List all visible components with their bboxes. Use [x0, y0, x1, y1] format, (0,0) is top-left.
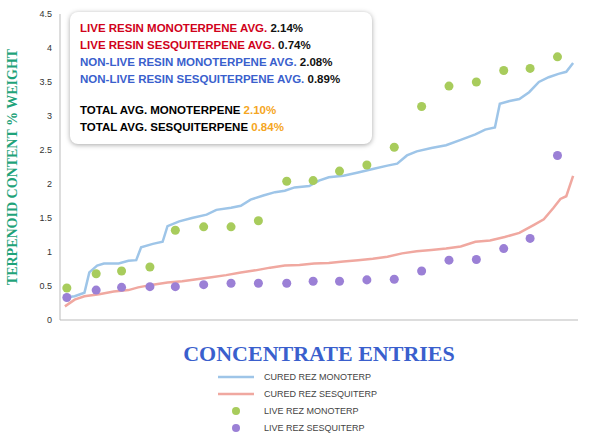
svg-text:1.5: 1.5 [39, 213, 52, 223]
html-text:NON-LIVE RESIN SESQUITERPENE A: NON-LIVE RESIN SESQUITERPENE AVG. 0.89% [80, 73, 341, 85]
svg-text:2.5: 2.5 [39, 145, 52, 155]
svg-text:4: 4 [47, 43, 52, 53]
svg-text:TERPENOID CONTENT % WEIGHT: TERPENOID CONTENT % WEIGHT [5, 48, 20, 285]
html-text:LIVE REZ MONOTERP: LIVE REZ MONOTERP [264, 405, 359, 416]
html-text:LIVE RESIN MONOTERPENE AVG. 2.: LIVE RESIN MONOTERPENE AVG. 2.14% [80, 22, 303, 34]
html-text:TOTAL AVG. MONOTERPENE 2.10%: TOTAL AVG. MONOTERPENE 2.10% [80, 104, 277, 116]
html-text:TOTAL AVG. SESQUITERPENE 0.84%: TOTAL AVG. SESQUITERPENE 0.84% [80, 121, 284, 133]
html-text:NON-LIVE RESIN MONOTERPENE AVG: NON-LIVE RESIN MONOTERPENE AVG. 2.08% [80, 56, 333, 68]
svg-text:1: 1 [47, 247, 52, 257]
svg-text:2: 2 [47, 179, 52, 189]
svg-text:4.5: 4.5 [39, 9, 52, 19]
html-text:LIVE REZ SESQUITERP: LIVE REZ SESQUITERP [264, 422, 365, 433]
svg-text:CONCENTRATE ENTRIES: CONCENTRATE ENTRIES [183, 341, 455, 365]
svg-text:3.5: 3.5 [39, 77, 52, 87]
svg-text:3: 3 [47, 111, 52, 121]
svg-text:0.5: 0.5 [39, 281, 52, 291]
html-text:CURED REZ SESQUITERP: CURED REZ SESQUITERP [264, 388, 377, 399]
svg-text:0: 0 [47, 315, 52, 325]
html-text:LIVE RESIN SESQUITERPENE AVG.: LIVE RESIN SESQUITERPENE AVG. 0.74% [80, 39, 311, 51]
html-text:CURED REZ MONOTERP: CURED REZ MONOTERP [264, 371, 371, 382]
